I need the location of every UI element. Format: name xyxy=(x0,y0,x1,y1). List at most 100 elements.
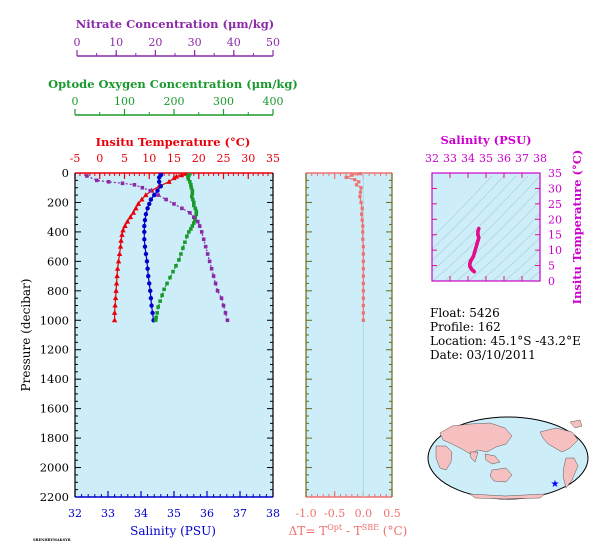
nitrate-point xyxy=(209,266,214,271)
ts-ytick-label: 20 xyxy=(548,213,562,226)
ts-density-contour xyxy=(456,200,540,281)
oxygen-point xyxy=(194,209,199,214)
temperature-tick-label: 5 xyxy=(121,152,128,165)
ts-density-contour xyxy=(432,175,505,250)
pressure-tick-label: 2000 xyxy=(40,461,69,475)
ts-point xyxy=(474,245,478,249)
oxygen-tick-label: 200 xyxy=(164,95,185,108)
pressure-tick-label: 1400 xyxy=(40,372,69,386)
salinity-point xyxy=(158,184,163,189)
delta-point xyxy=(353,178,357,182)
oxygen-point xyxy=(181,246,185,250)
ts-point xyxy=(476,232,480,237)
salinity-point xyxy=(142,237,147,242)
temperature-tick-label: 20 xyxy=(192,152,206,165)
oxygen-point xyxy=(158,299,162,303)
nitrate-point xyxy=(203,244,208,249)
pressure-tick-label: 400 xyxy=(47,225,69,239)
ts-point xyxy=(472,269,477,274)
oxygen-point xyxy=(191,197,195,202)
temperature-point xyxy=(111,317,118,323)
ts-xtick-label: 38 xyxy=(533,152,547,165)
temperature-point xyxy=(139,196,145,202)
ts-ticks: 32 33 34 35 36 37 38 0 5 10 15 20 25 30 35 xyxy=(425,152,562,288)
ts-density-contour xyxy=(492,237,540,281)
salinity-tick-label: 33 xyxy=(101,507,115,520)
ts-density-contour xyxy=(480,225,540,281)
nitrate-point xyxy=(223,311,228,315)
oxygen-point xyxy=(190,224,195,228)
delta-series xyxy=(344,172,365,322)
temperature-tick-label: 30 xyxy=(241,152,255,165)
temperature-point xyxy=(122,223,128,229)
nitrate-point xyxy=(188,210,192,215)
nitrate-axis-label: Nitrate Concentration (μm/kg) xyxy=(76,17,274,31)
nitrate-point xyxy=(180,206,184,211)
ts-point xyxy=(475,242,479,246)
delta-tick-label: -0.5 xyxy=(324,507,345,520)
date: Date: 03/10/2011 xyxy=(430,348,536,362)
oxygen-point xyxy=(165,281,169,286)
oxygen-point xyxy=(192,200,196,205)
delta-point xyxy=(360,218,364,222)
delta-tick-label: 0.5 xyxy=(383,507,401,520)
ts-ytick-label: 25 xyxy=(548,198,562,211)
land-india xyxy=(469,451,479,463)
salinity-point xyxy=(150,310,155,316)
profile-panel: Insitu Temperature (°C) -5 0 5 10 15 20 25 30 35… xyxy=(19,135,280,538)
temperature-point xyxy=(112,295,119,301)
oxygen-point xyxy=(186,174,190,179)
nitrate-axis: Nitrate Concentration (μm/kg) 0 10 20 30 40 5… xyxy=(74,17,280,57)
nitrate-point xyxy=(215,289,220,293)
oxygen-tick-label: 400 xyxy=(263,95,284,108)
land-africa xyxy=(435,445,453,471)
temperature-point xyxy=(113,280,120,286)
nitrate-point xyxy=(148,188,153,193)
nitrate-ticks: 0 10 20 30 40 50 xyxy=(74,36,280,56)
land-antarctica xyxy=(469,493,546,500)
nitrate-point xyxy=(199,230,204,234)
oxygen-point xyxy=(186,177,191,181)
ts-frame xyxy=(431,172,541,282)
oxygen-point xyxy=(192,221,196,225)
oxygen-tick-label: 0 xyxy=(72,95,79,108)
salinity-point xyxy=(142,229,147,235)
oxygen-point xyxy=(187,230,191,234)
delta-point xyxy=(361,259,365,263)
temperature-point xyxy=(111,309,118,315)
nitrate-point xyxy=(225,318,230,323)
ts-point xyxy=(473,248,478,252)
ts-point xyxy=(476,239,480,243)
temperature-point xyxy=(116,251,123,256)
ts-ytick-label: 35 xyxy=(548,167,562,180)
salinity-point xyxy=(148,288,153,294)
ts-point xyxy=(477,226,481,231)
temperature-point xyxy=(135,200,142,206)
nitrate-tick-label: 10 xyxy=(109,36,123,49)
salinity-tick-label: 38 xyxy=(266,507,280,520)
nitrate-point xyxy=(120,181,125,186)
pressure-tick-label: 1200 xyxy=(40,343,69,357)
nitrate-point xyxy=(140,185,145,190)
salinity-point xyxy=(143,251,149,257)
pressure-tick-label: 800 xyxy=(47,284,69,298)
delta-tick-label: 0.0 xyxy=(355,507,373,520)
delta-label-mid: - T xyxy=(342,524,362,538)
temperature-point xyxy=(133,205,139,211)
delta-label-suffix: (°C) xyxy=(379,524,407,538)
salinity-tick-label: 32 xyxy=(68,507,82,520)
delta-point xyxy=(361,311,365,315)
temperature-point xyxy=(166,178,172,184)
delta-point xyxy=(344,175,348,180)
pressure-tick-label: 2200 xyxy=(40,490,69,504)
pressure-tick-label: 600 xyxy=(47,254,69,268)
salinity-point xyxy=(146,273,151,279)
delta-point xyxy=(359,200,363,205)
ts-plot-area xyxy=(432,173,540,281)
delta-point xyxy=(361,267,365,271)
nitrate-point xyxy=(221,303,226,308)
temperature-point xyxy=(127,214,134,220)
oxygen-point xyxy=(177,258,181,262)
profile-plot-area xyxy=(75,173,273,497)
ts-point xyxy=(472,251,477,256)
